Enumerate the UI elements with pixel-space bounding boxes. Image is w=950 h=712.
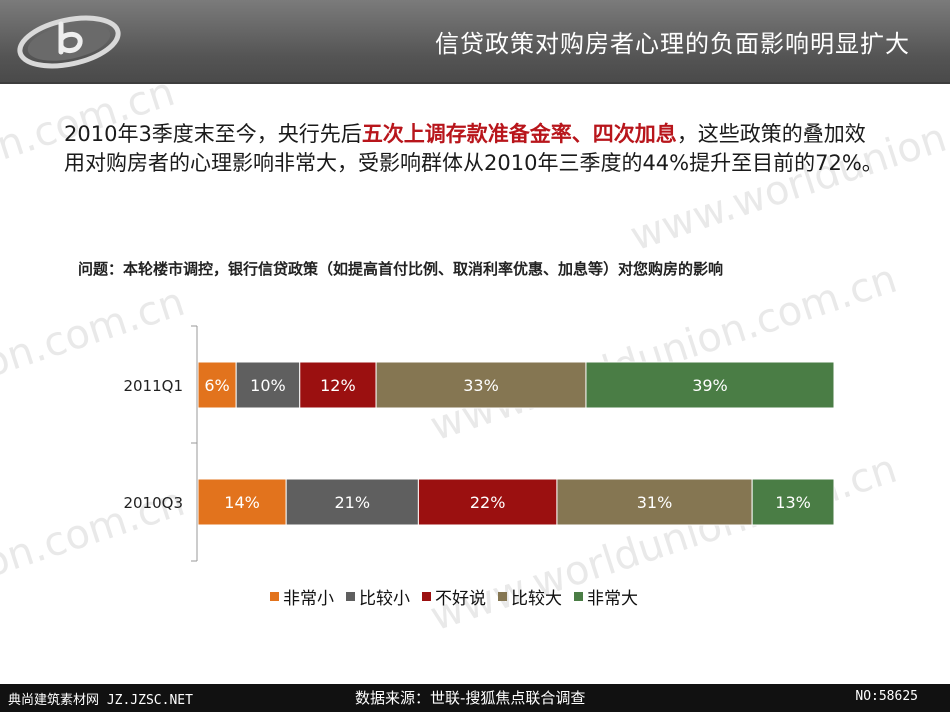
legend-label: 不好说 [435,588,486,609]
legend-label: 比较大 [511,588,562,609]
data-label: 21% [334,493,370,512]
chart-legend: 非常小 比较小 不好说 比较大 非常大 [270,584,638,609]
intro-highlight: 五次上调存款准备金率、四次加息 [361,122,677,146]
bar-segment [375,361,587,409]
bar-segment [585,361,835,409]
watermark-text: www.worldunion.com.cn [424,255,903,451]
bar-segment [197,478,287,526]
legend-label: 非常大 [587,588,638,609]
footer-number: NO:58625 [855,689,918,704]
data-label: 22% [470,493,506,512]
legend-item: 非常大 [574,584,638,609]
watermark-text: on.com.cn [0,478,191,588]
watermark-text: on.com.cn [0,278,191,388]
bar-segment [299,361,377,409]
footer-source: 数据来源：世联-搜狐焦点联合调查 [355,689,586,707]
legend-label: 比较小 [359,588,410,609]
legend-swatch [574,591,583,601]
legend-label: 非常小 [283,588,334,609]
data-label: 33% [463,376,499,395]
legend-swatch [270,591,279,601]
brand-logo-icon [17,15,121,69]
intro-text: ，这些政策的叠加效用对购房者的心理影响非常大，受影响群体从2010年三季度的44… [64,122,883,175]
data-label: 6% [204,376,229,395]
bar-segment [235,361,301,409]
survey-question: 问题：本轮楼市调控，银行信贷政策（如提高首付比例、取消利率优惠、加息等）对您购房… [78,260,724,278]
bar-segment [285,478,419,526]
data-label: 13% [775,493,811,512]
footer-site-label: 典尚建筑素材网 JZ.JZSC.NET [8,693,193,708]
legend-item: 比较小 [346,584,410,609]
legend-item: 非常小 [270,584,334,609]
legend-swatch [346,591,355,601]
data-label: 14% [224,493,260,512]
data-label: 39% [692,376,728,395]
bar-segment [197,361,237,409]
bar-segment [751,478,835,526]
header-bar: 信贷政策对购房者心理的负面影响明显扩大 [0,0,950,84]
data-label: 12% [320,376,356,395]
category-label: 2010Q3 [123,494,183,512]
bar-segment [417,478,558,526]
legend-swatch [498,591,507,601]
page-title: 信贷政策对购房者心理的负面影响明显扩大 [435,30,910,58]
intro-paragraph: 2010年3季度末至今，央行先后五次上调存款准备金率、四次加息，这些政策的叠加效… [64,120,884,178]
intro-text: 2010年3季度末至今，央行先后 [64,122,362,146]
footer-bar: 典尚建筑素材网 JZ.JZSC.NET 数据来源：世联-搜狐焦点联合调查 NO:… [0,684,950,712]
watermark-text: www.worldunion.com.cn [424,445,903,641]
legend-item: 不好说 [422,584,486,609]
category-label: 2011Q1 [123,377,183,395]
data-label: 10% [250,376,286,395]
bar-segment [556,478,753,526]
data-label: 31% [637,493,673,512]
legend-swatch [422,591,431,601]
legend-item: 比较大 [498,584,562,609]
